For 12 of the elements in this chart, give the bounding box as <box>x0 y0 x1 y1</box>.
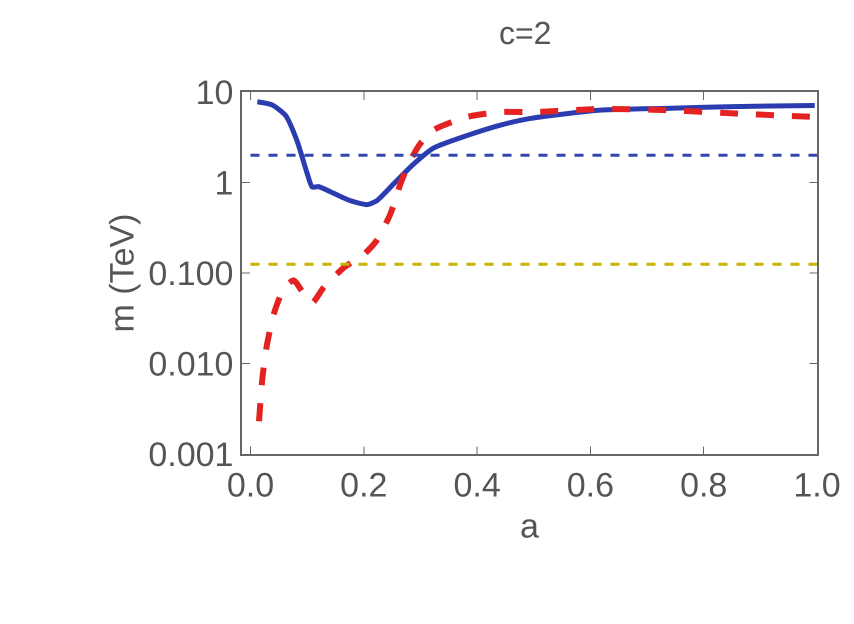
y-tick-label: 0.010 <box>148 345 234 384</box>
x-tick-label: 0.2 <box>340 466 388 505</box>
y-tick-label: 0.100 <box>148 254 234 293</box>
y-tick-label: 10 <box>196 74 234 112</box>
y-axis-title: m (TeV) <box>103 214 142 332</box>
x-tick-label: 0.6 <box>566 466 614 505</box>
chart-title: c=2 <box>498 15 552 52</box>
x-tick-label: 1.0 <box>793 466 841 505</box>
x-axis-title: a <box>520 507 540 546</box>
y-tick-label: 1 <box>214 164 234 202</box>
x-tick-label: 0.8 <box>680 466 728 505</box>
x-tick-label: 0.4 <box>453 466 501 505</box>
